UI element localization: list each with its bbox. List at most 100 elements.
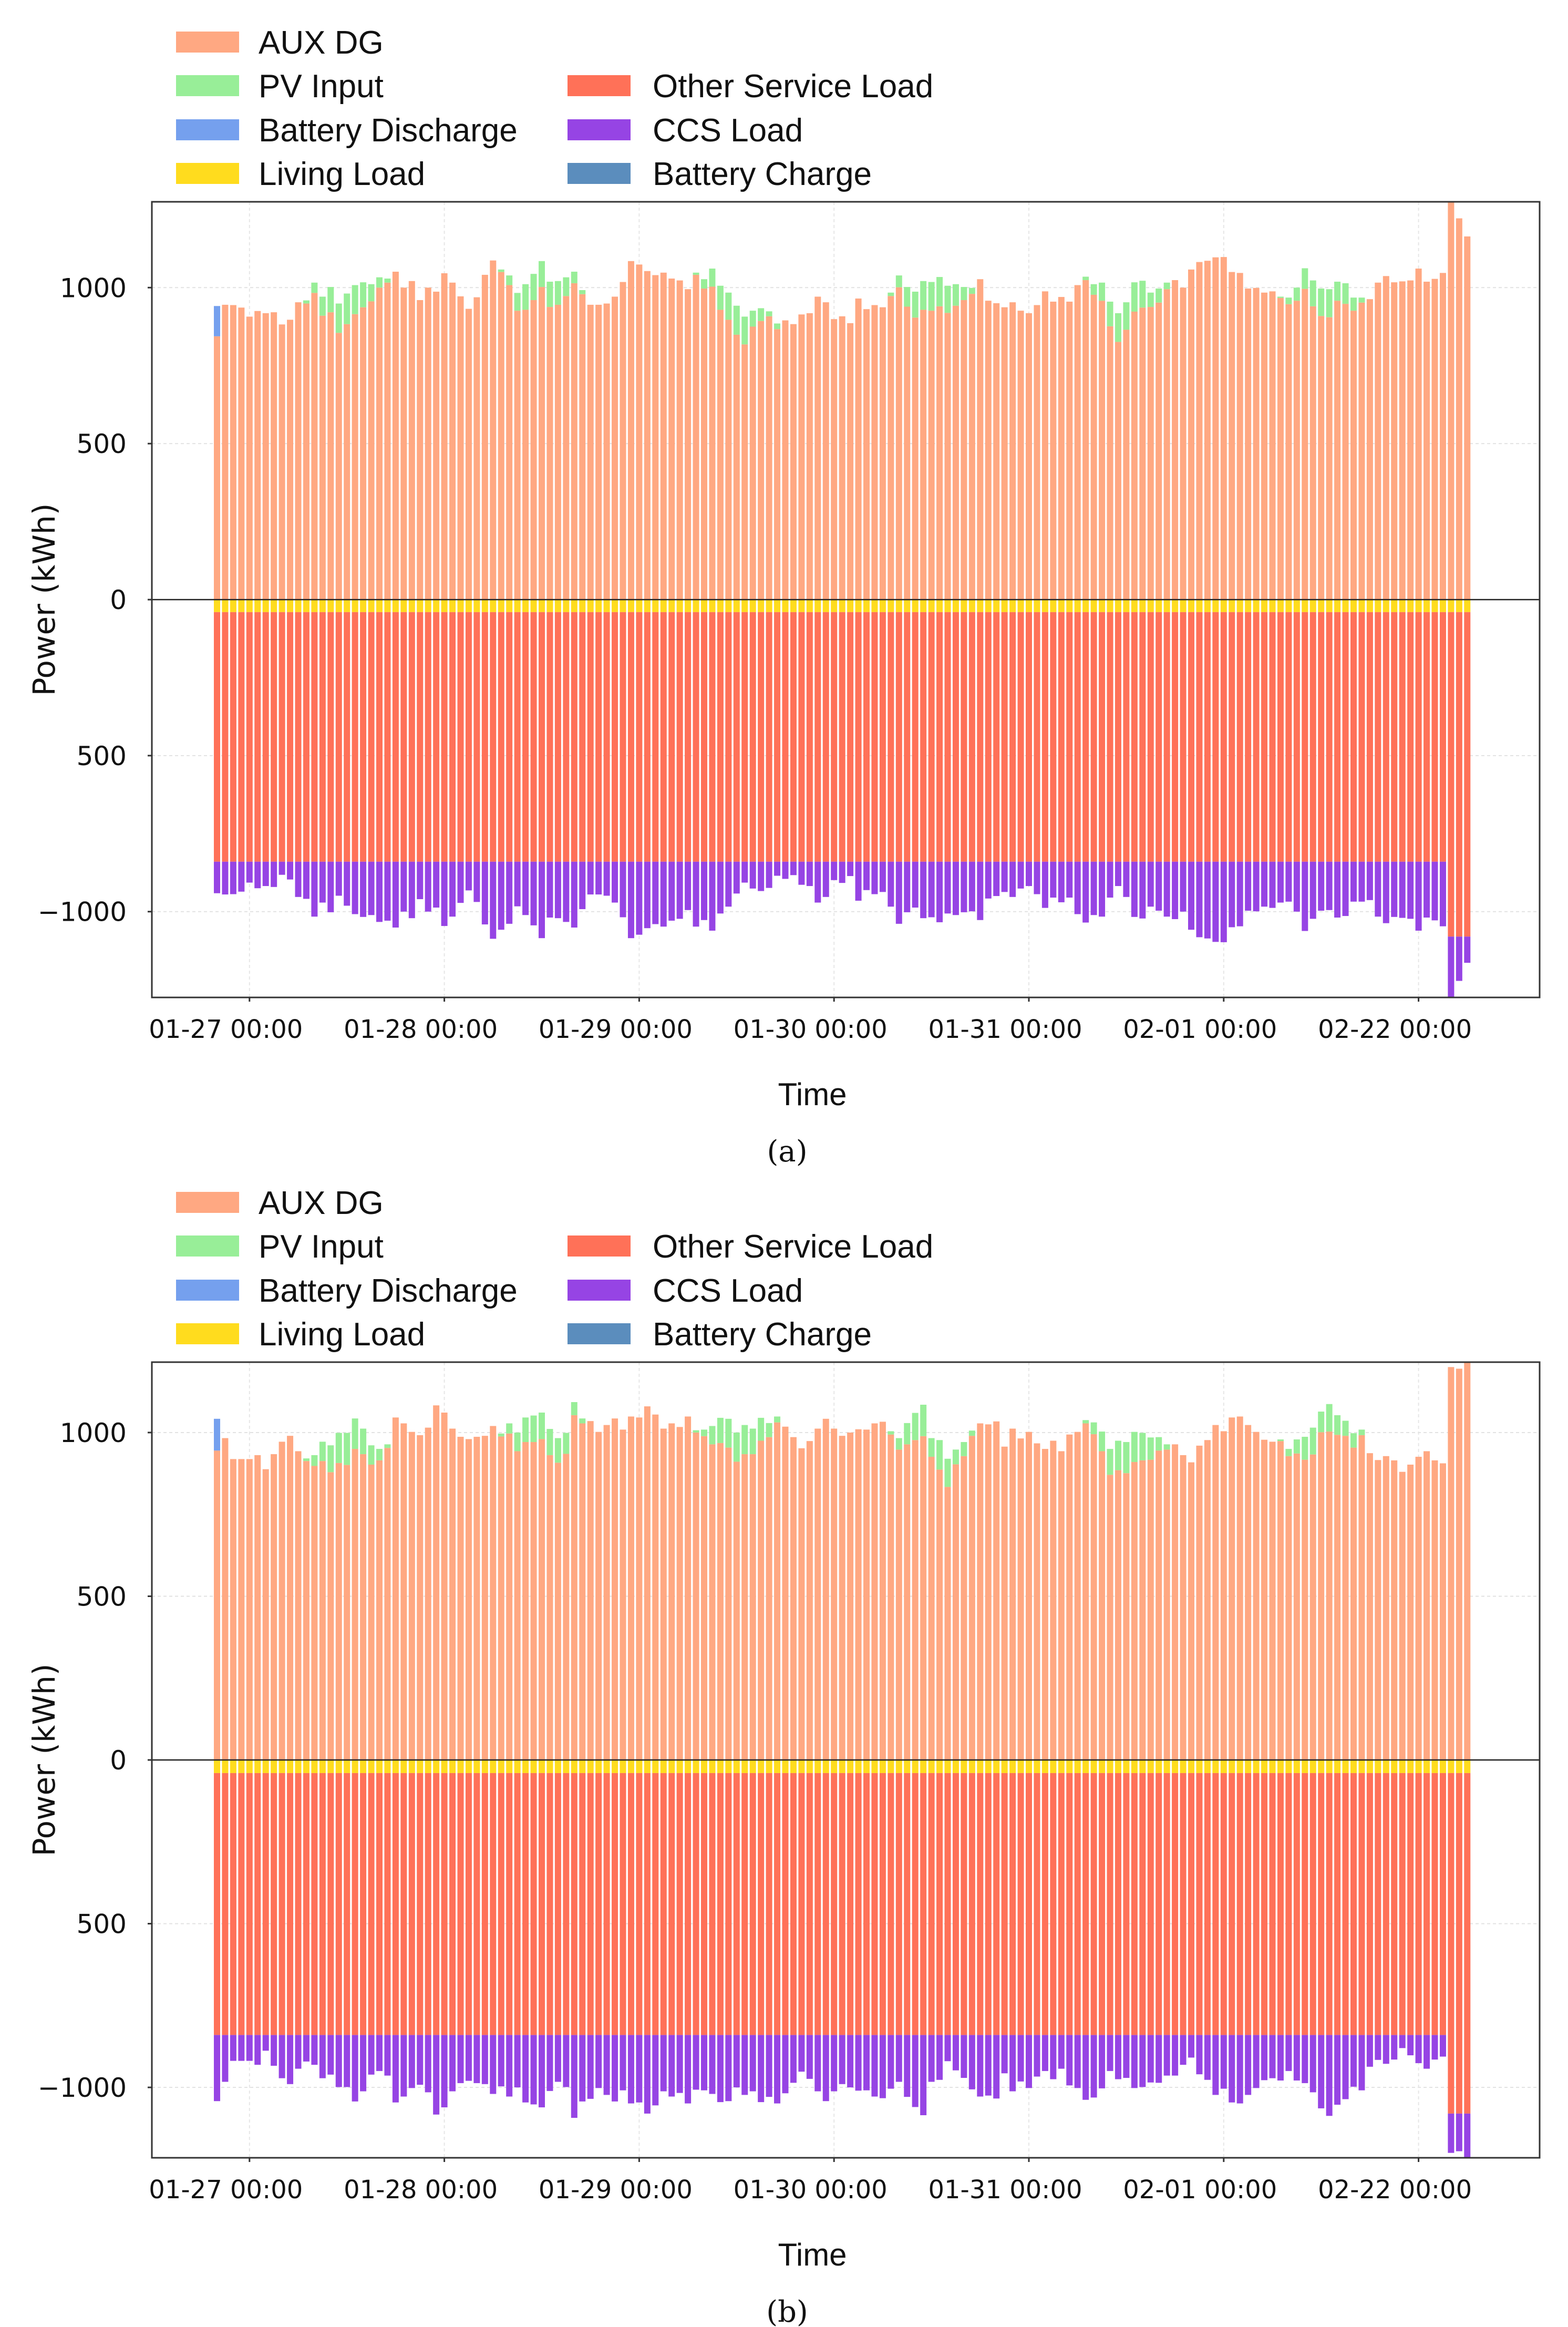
bar-other-service-load [1464,1773,1471,2114]
bar-ccs-load [1375,861,1381,917]
bar-living-load [725,1760,732,1773]
bar-pv-input [1326,289,1333,317]
bar-ccs-load [1131,2035,1138,2088]
bar-aux-dg [327,312,334,600]
bar-living-load [1407,600,1414,612]
bar-living-load [530,1760,537,1773]
bar-other-service-load [408,612,415,862]
bar-other-service-load [1245,612,1252,862]
bar-aux-dg [644,1406,651,1760]
bar-aux-dg [1074,1432,1081,1760]
bar-aux-dg [1009,1428,1016,1760]
bar-living-load [1293,1760,1300,1773]
bar-pv-input [352,285,358,314]
bar-aux-dg [360,1454,367,1760]
bar-other-service-load [814,1773,821,2035]
bar-ccs-load [400,861,407,912]
bar-ccs-load [741,861,748,883]
bar-other-service-load [368,612,375,862]
bar-aux-dg [400,1423,407,1760]
bar-pv-input [904,1423,911,1445]
bar-other-service-load [879,1773,886,2035]
bar-ccs-load [457,2035,464,2083]
bar-ccs-load [238,2035,245,2061]
bar-other-service-load [368,1773,375,2035]
bar-living-load [806,600,813,612]
bar-ccs-load [514,2035,521,2088]
legend-item-aux-dg: AUX DG [176,1185,384,1221]
bar-pv-input [928,1438,935,1457]
bar-other-service-load [522,612,529,862]
bar-living-load [822,600,829,612]
bar-living-load [262,600,269,612]
bar-ccs-load [1318,2035,1325,2108]
bar-living-load [327,1760,334,1773]
bar-other-service-load [798,612,805,862]
bar-aux-dg [222,1438,229,1760]
bar-ccs-load [1423,861,1430,918]
bar-aux-dg [295,1451,302,1760]
bar-aux-dg [1001,1446,1008,1760]
bar-other-service-load [822,1773,829,2035]
bar-living-load [660,1760,667,1773]
bar-living-load [1212,600,1219,612]
bar-other-service-load [262,612,269,862]
bar-living-load [888,1760,894,1773]
bar-other-service-load [1448,1773,1454,2114]
bar-other-service-load [360,612,367,862]
bar-ccs-load [936,2035,943,2080]
bar-pv-input [936,1440,943,1470]
bar-ccs-load [709,861,716,931]
bar-other-service-load [1082,1773,1089,2035]
bar-other-service-load [417,612,424,862]
bar-living-load [295,600,302,612]
bar-living-load [1383,1760,1389,1773]
bar-other-service-load [465,1773,472,2035]
bar-other-service-load [335,1773,342,2035]
bar-aux-dg [311,293,318,600]
bar-aux-dg [579,294,586,600]
bar-living-load [271,1760,277,1773]
bar-pv-input [1277,296,1284,298]
bar-pv-input [539,261,545,287]
bar-living-load [246,1760,253,1773]
bar-ccs-load [1163,861,1170,917]
bar-aux-dg [977,279,984,600]
bar-living-load [717,1760,724,1773]
bar-aux-dg [522,310,529,600]
bar-aux-dg [1172,280,1179,600]
bar-other-service-load [1399,612,1406,862]
bar-aux-dg [1293,1453,1300,1760]
bar-living-load [278,1760,285,1773]
bar-ccs-load [433,2035,440,2115]
bar-living-load [530,600,537,612]
bar-other-service-load [481,1773,488,2035]
bar-pv-input [1082,276,1089,281]
bar-aux-dg [693,1432,699,1760]
bar-ccs-load [741,2035,748,2095]
bar-other-service-load [1318,1773,1325,2035]
bar-aux-dg [620,1429,626,1760]
bar-ccs-load [1253,861,1260,912]
bar-other-service-load [392,1773,399,2035]
bar-aux-dg [539,1439,545,1760]
bar-living-load [749,600,756,612]
bar-ccs-load [327,861,334,912]
bar-ccs-load [1407,861,1414,919]
bar-aux-dg [1358,1435,1365,1760]
bar-pv-input [961,287,967,301]
bar-living-load [571,1760,577,1773]
bar-ccs-load [1156,2035,1162,2083]
bar-other-service-load [627,612,634,862]
bar-other-service-load [1017,1773,1024,2035]
bar-other-service-load [782,612,789,862]
legend-label: Battery Charge [653,1316,872,1353]
bar-ccs-load [425,861,431,912]
bar-aux-dg [1407,280,1414,600]
bar-aux-dg [392,1417,399,1760]
bar-aux-dg [847,1432,854,1760]
bar-other-service-load [1107,1773,1113,2035]
bar-ccs-load [1188,2035,1194,2058]
bar-ccs-load [506,2035,513,2097]
gridlines [152,202,1540,997]
